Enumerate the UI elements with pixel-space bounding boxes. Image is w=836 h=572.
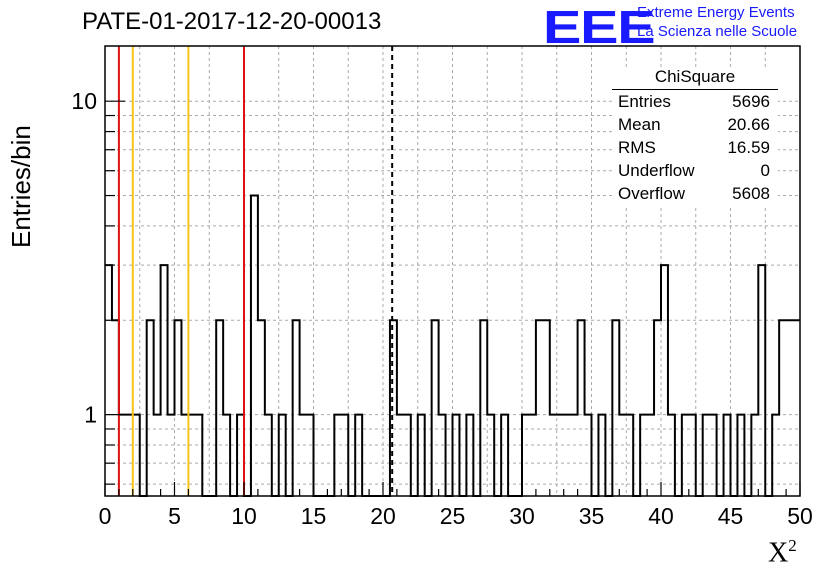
- chart-title: PATE-01-2017-12-20-00013: [82, 8, 382, 35]
- stats-value: 16.59: [727, 138, 770, 157]
- x-tick-label: 25: [440, 503, 466, 529]
- x-tick-label: 35: [579, 503, 605, 529]
- logo-line-2: La Scienza nelle Scuole: [637, 23, 798, 40]
- stats-box: ChiSquare Entries 5696 Mean 20.66 RMS 16.59 Un…: [612, 67, 778, 205]
- logo-line-1: Extreme Energy Events: [637, 4, 795, 21]
- eee-logo-mark: EEE: [543, 1, 656, 53]
- y-tick-label: 10: [71, 88, 97, 114]
- stats-row: Mean 20.66: [612, 113, 778, 136]
- stats-title: ChiSquare: [612, 67, 778, 90]
- x-tick-label: 5: [168, 503, 181, 529]
- stats-value: 5608: [732, 184, 770, 203]
- stats-row: RMS 16.59: [612, 136, 778, 159]
- y-tick-label: 1: [84, 402, 97, 428]
- x-tick-label: 45: [718, 503, 744, 529]
- x-tick-label: 20: [370, 503, 396, 529]
- x-tick-label: 0: [99, 503, 112, 529]
- eee-logo-text: Extreme Energy Events La Scienza nelle S…: [637, 3, 797, 41]
- stats-row: Entries 5696: [612, 90, 778, 113]
- x-tick-label: 15: [301, 503, 327, 529]
- stats-label: RMS: [618, 138, 656, 157]
- stats-label: Underflow: [618, 161, 695, 180]
- stats-label: Overflow: [618, 184, 686, 203]
- stats-value: 0: [760, 161, 770, 180]
- x-axis-label-sup: 2: [788, 536, 797, 555]
- x-tick-label: 10: [231, 503, 257, 529]
- stats-label: Mean: [618, 115, 661, 134]
- stats-value: 20.66: [727, 115, 770, 134]
- histogram-series: [105, 194, 800, 497]
- stats-rows: Entries 5696 Mean 20.66 RMS 16.59 Underflow 0 Ov…: [612, 90, 778, 205]
- x-tick-label: 30: [509, 503, 535, 529]
- x-tick-label: 50: [787, 503, 813, 529]
- x-tick-label: 40: [648, 503, 674, 529]
- stats-label: Entries: [618, 92, 671, 111]
- stats-value: 5696: [732, 92, 770, 111]
- y-axis-label: Entries/bin: [6, 125, 36, 248]
- x-axis-label-base: X: [768, 537, 789, 569]
- stats-row: Underflow 0: [612, 159, 778, 182]
- stats-row: Overflow 5608: [612, 182, 778, 205]
- x-axis-label: X2: [768, 536, 797, 569]
